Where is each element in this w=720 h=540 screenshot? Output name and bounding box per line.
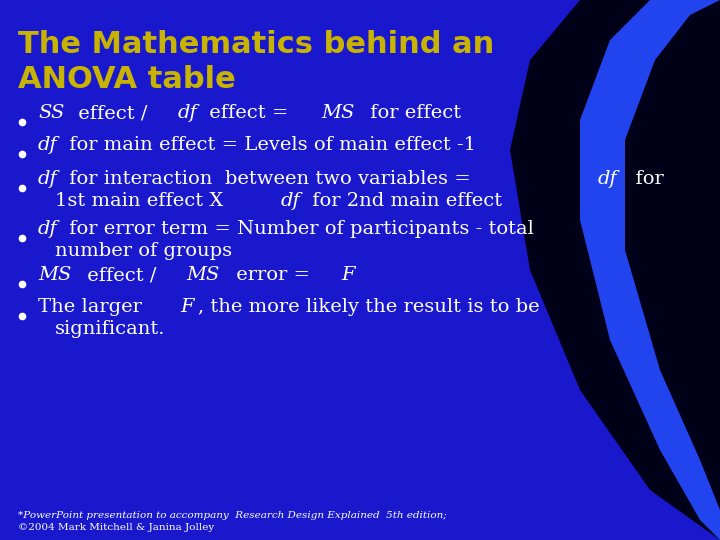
Text: The Mathematics behind an: The Mathematics behind an	[18, 30, 494, 59]
Text: ©2004 Mark Mitchell & Janina Jolley: ©2004 Mark Mitchell & Janina Jolley	[18, 523, 215, 532]
Text: ANOVA table: ANOVA table	[18, 65, 235, 94]
Text: df: df	[178, 104, 197, 122]
Text: significant.: significant.	[55, 320, 166, 338]
Text: 1st main effect X: 1st main effect X	[55, 192, 230, 210]
Polygon shape	[580, 0, 720, 540]
Text: df: df	[38, 220, 58, 238]
Text: effect /: effect /	[81, 266, 163, 284]
Text: df: df	[38, 136, 58, 154]
Polygon shape	[510, 0, 720, 540]
Text: for effect: for effect	[364, 104, 462, 122]
Text: for error term = Number of participants - total: for error term = Number of participants …	[63, 220, 534, 238]
Text: MS: MS	[38, 266, 71, 284]
Text: F: F	[180, 298, 194, 316]
Text: for 2nd main effect: for 2nd main effect	[306, 192, 502, 210]
Text: for interaction  between two variables =: for interaction between two variables =	[63, 170, 477, 188]
Text: The larger: The larger	[38, 298, 148, 316]
Text: *PowerPoint presentation to accompany  Research Design Explained  5th edition;: *PowerPoint presentation to accompany Re…	[18, 511, 446, 520]
Text: df: df	[38, 170, 58, 188]
Text: F: F	[341, 266, 354, 284]
Text: for: for	[624, 170, 664, 188]
Text: for main effect = Levels of main effect -1: for main effect = Levels of main effect …	[63, 136, 477, 154]
Text: effect /: effect /	[72, 104, 154, 122]
Text: df: df	[598, 170, 618, 188]
Text: SS: SS	[38, 104, 64, 122]
Text: error =: error =	[230, 266, 316, 284]
Text: MS: MS	[321, 104, 355, 122]
Text: , the more likely the result is to be: , the more likely the result is to be	[197, 298, 539, 316]
Text: effect =: effect =	[203, 104, 294, 122]
Text: number of groups: number of groups	[55, 242, 232, 260]
Text: MS: MS	[186, 266, 220, 284]
Text: df: df	[280, 192, 300, 210]
